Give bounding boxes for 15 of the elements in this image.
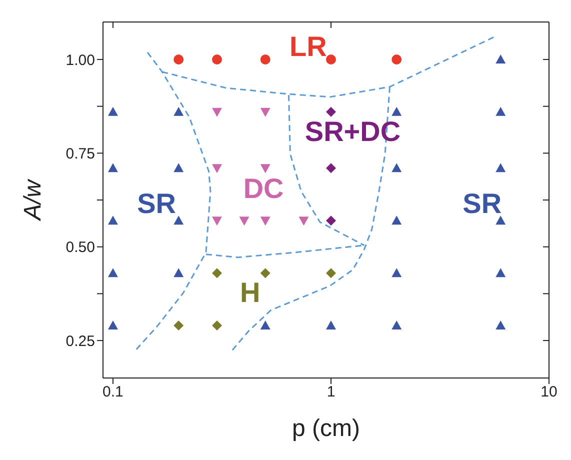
text: SR: [137, 188, 176, 219]
series-label: SR+DC: [304, 116, 401, 148]
x-axis-title: p (cm): [292, 415, 360, 442]
y-tick-label: 0.25: [66, 332, 95, 350]
x-tick-label: 10: [540, 384, 558, 401]
y-tick-label: 0.75: [66, 145, 95, 162]
y-axis-title: A/w: [20, 178, 47, 222]
series-label: SR: [462, 188, 502, 219]
series-label: H: [240, 276, 260, 308]
x-tick-label: 0.1: [102, 384, 124, 401]
y-tick-label: 0.50: [66, 239, 95, 256]
series-label: LR: [289, 30, 327, 62]
y-tick-label: 1.00: [66, 52, 95, 69]
series-label: DC: [243, 173, 284, 204]
x-tick-label: 1: [326, 384, 336, 401]
